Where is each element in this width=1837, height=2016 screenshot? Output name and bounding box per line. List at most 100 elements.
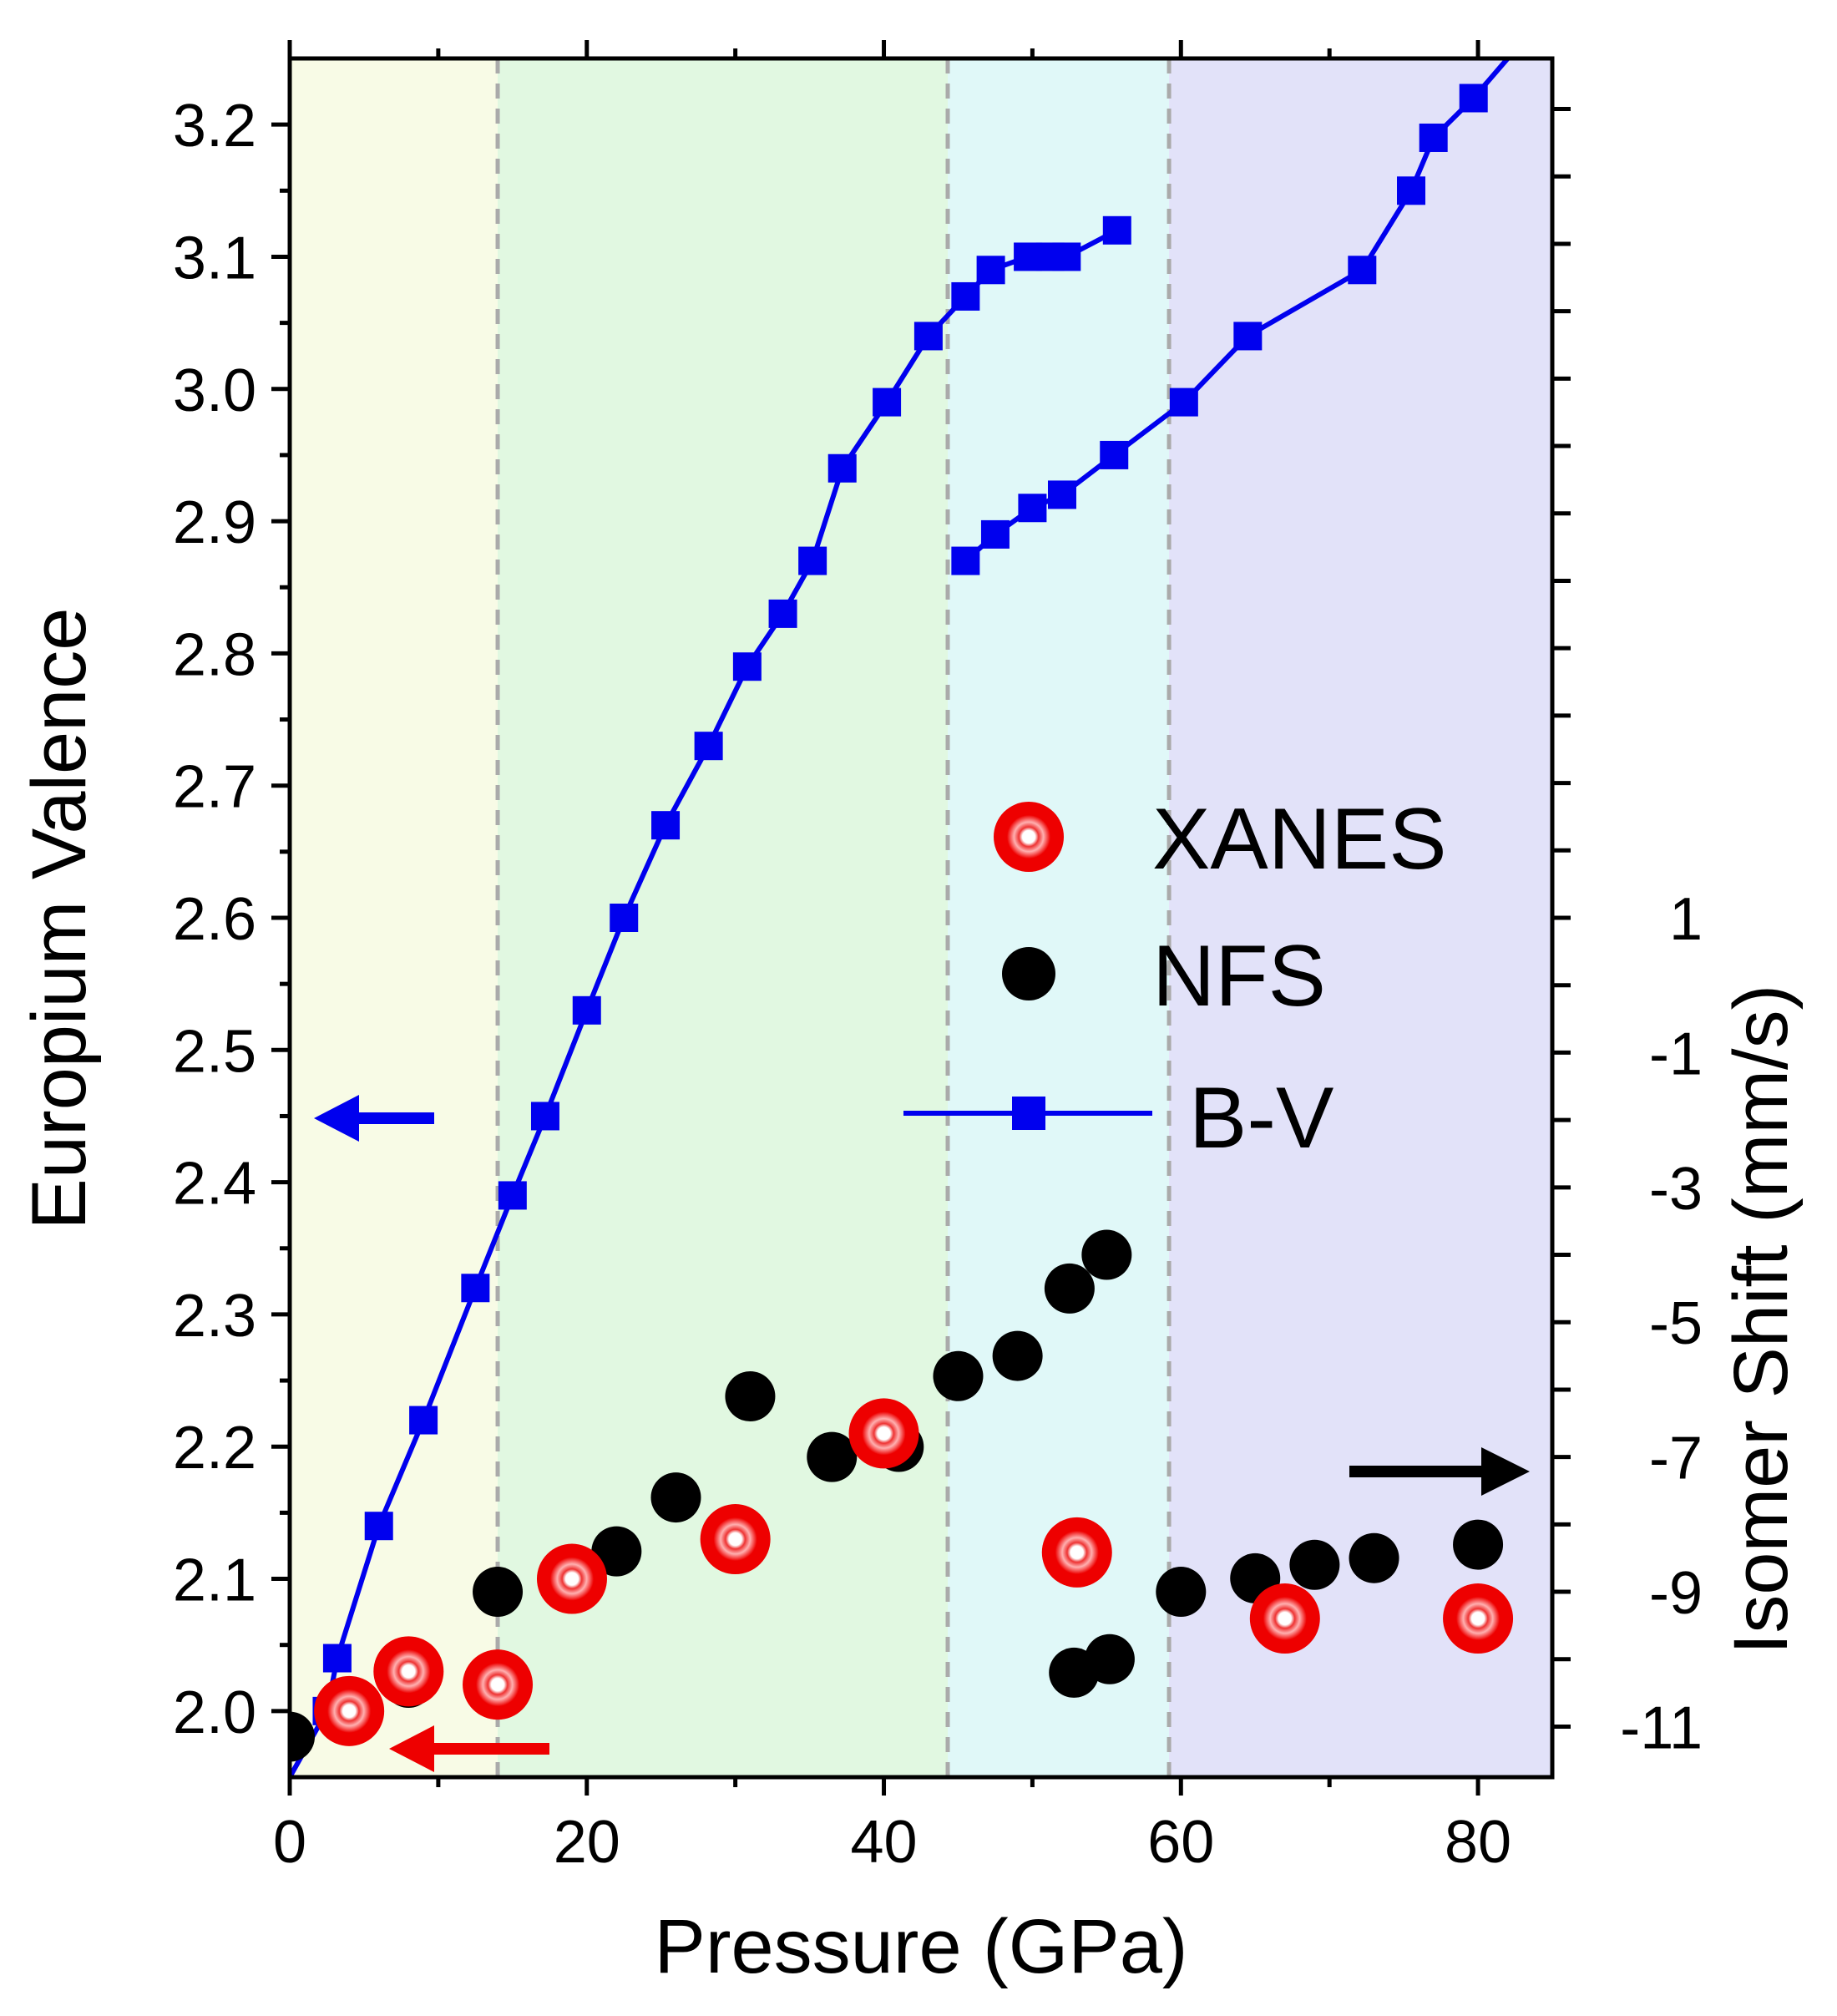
bv-marker [1052,242,1081,271]
bv-marker [798,546,827,575]
bv-marker [1397,176,1426,205]
bv-marker [1047,480,1076,509]
bv-marker [1018,494,1047,523]
x-tick-label: 20 [554,1809,620,1876]
bv-marker [610,904,639,932]
bv-marker [322,1644,352,1673]
bv-marker [980,519,1010,549]
left-red-arrow-icon [389,1725,434,1772]
y-tick-label: 3.2 [173,93,256,160]
nfs-marker [992,1330,1043,1381]
axis-arrows [314,1095,1530,1772]
bv-marker [409,1406,438,1435]
phase-region-0 [290,58,498,1777]
nfs-marker [1453,1519,1504,1570]
y-tick-label: 2.9 [173,489,256,556]
bv-marker [694,732,723,761]
bv-marker [768,599,797,628]
y2-tick-label: -7 [1649,1426,1703,1492]
bv-marker [827,453,857,483]
bv-marker [1419,123,1448,152]
phase-region-3 [1169,58,1552,1777]
legend: XANES NFS B-V [903,791,1447,1167]
legend-bv-marker [1012,1097,1045,1130]
x-tick-label: 40 [850,1809,917,1876]
bv-marker [461,1274,490,1303]
y-tick-label: 2.6 [173,886,256,953]
nfs-marker [1349,1532,1399,1583]
bv-marker [1459,84,1488,113]
nfs-marker [1156,1567,1207,1618]
y-tick-label: 2.4 [173,1151,256,1218]
bv-marker [530,1102,559,1131]
nfs-marker [650,1472,701,1523]
nfs-marker [591,1526,642,1577]
y-tick-label: 2.2 [173,1415,256,1482]
x-tick-label: 0 [273,1809,306,1876]
nfs-marker [1084,1634,1135,1684]
bv-marker [951,546,980,575]
bv-marker [1100,440,1129,469]
y-tick-label: 3.1 [173,225,256,291]
y2-axis-title: Isomer Shift (mm/s) [1718,985,1804,1654]
y-tick-label: 2.7 [173,754,256,821]
x-axis-title: Pressure (GPa) [654,1904,1187,1989]
y-tick-label: 2.0 [173,1679,256,1746]
y2-tick-label: -11 [1620,1694,1703,1761]
bv-marker [1102,215,1131,245]
xanes-marker [848,1398,919,1469]
nfs-marker [473,1567,524,1618]
bv-marker [976,256,1005,285]
nfs-marker [933,1350,984,1401]
y2-tick-label: -1 [1649,1021,1703,1087]
series-layer [290,58,1514,1777]
bv-marker [873,387,902,417]
legend-xanes-label: XANES [1152,791,1447,888]
xanes-marker [1249,1583,1320,1654]
xanes-marker [373,1636,444,1707]
bv-marker [498,1181,527,1210]
bv-marker [951,281,980,311]
nfs-marker [1044,1263,1095,1314]
y2-tick-label: -5 [1649,1290,1703,1357]
bv-marker [913,322,943,351]
nfs-marker [1081,1229,1132,1280]
phase-boundaries [495,58,1172,1777]
y-tick-label: 2.3 [173,1283,256,1350]
x-tick-label: 80 [1445,1809,1511,1876]
xanes-marker [463,1649,534,1720]
xanes-marker [1041,1517,1112,1588]
xanes-marker [536,1543,607,1614]
legend-xanes-marker [994,802,1064,872]
y-axis-title: Europium Valence [17,608,102,1230]
y-tick-label: 3.0 [173,357,256,424]
nfs-marker [725,1371,776,1422]
bv-marker [364,1512,393,1541]
axis-labels: Pressure (GPa) Europium Valence Isomer Shi… [17,608,1804,1989]
bv-marker [732,652,762,681]
bv-marker [1233,322,1263,351]
phase-region-2 [948,58,1170,1777]
left-blue-arrow-icon [314,1095,359,1142]
phase-region-1 [498,58,949,1777]
y-tick-label: 2.8 [173,621,256,688]
phase-regions [290,58,1552,1777]
bv-marker [1348,256,1377,285]
y2-tick-label: 1 [1669,886,1703,953]
y-tick-label: 2.5 [173,1018,256,1085]
nfs-marker [807,1431,858,1482]
nfs-marker [290,1711,315,1762]
y2-tick-label: -9 [1649,1560,1703,1627]
y-tick-label: 2.1 [173,1547,256,1614]
xanes-marker [1443,1583,1514,1654]
legend-nfs-label: NFS [1152,928,1326,1025]
y2-tick-label: -3 [1649,1156,1703,1223]
bv-marker [651,811,681,840]
bv-marker [572,995,601,1025]
legend-nfs-marker [1002,947,1055,1000]
xanes-marker [314,1675,385,1746]
axes: 0 20 40 60 80 2.0 2.1 2.2 2.3 2.4 2.5 2.6 2.7 2.8 2.9 3… [173,40,1703,1876]
x-tick-label: 60 [1147,1809,1214,1876]
legend-bv-label: B-V [1189,1070,1333,1167]
